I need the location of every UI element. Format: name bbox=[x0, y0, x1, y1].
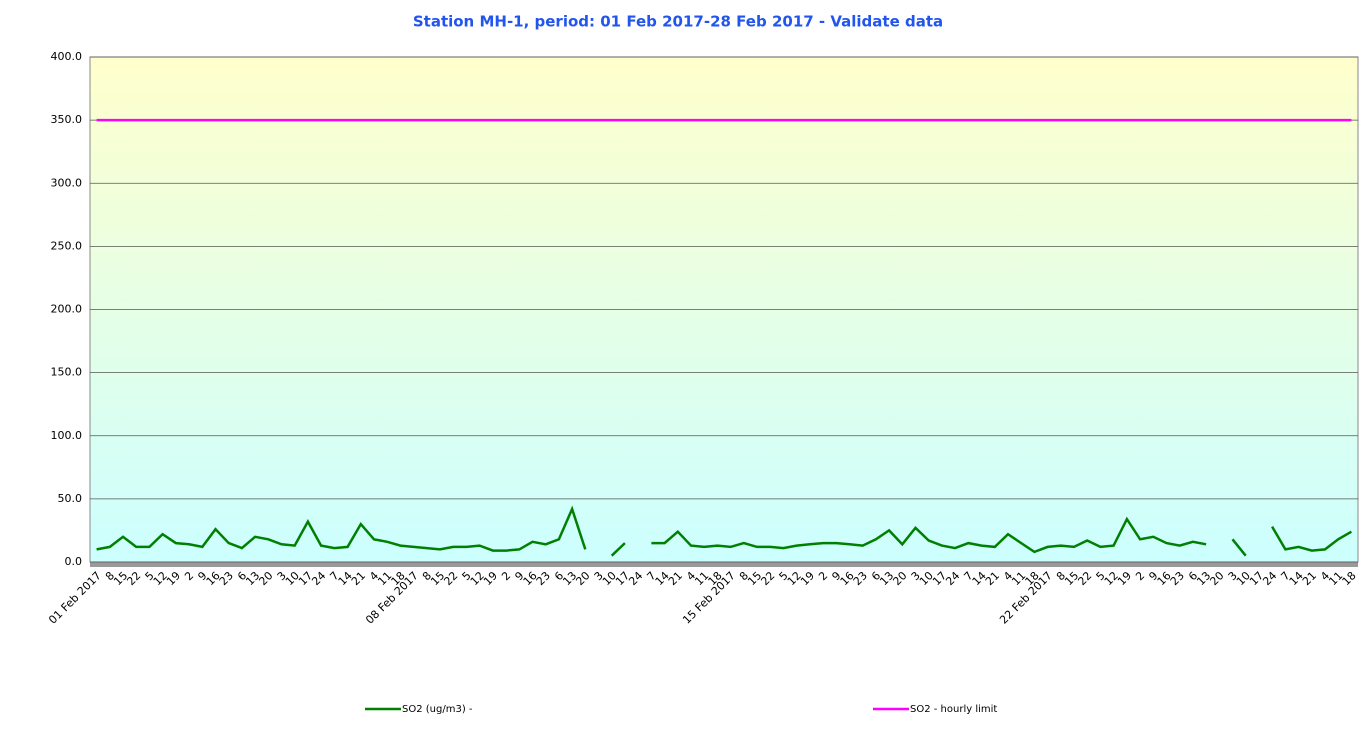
y-tick-label: 50.0 bbox=[58, 492, 83, 505]
x-tick-label: 19 bbox=[798, 569, 817, 588]
x-tick-label: 20 bbox=[256, 569, 275, 588]
x-tick-label: 21 bbox=[983, 569, 1002, 588]
x-tick-label: 01 Feb 2017 bbox=[46, 569, 104, 627]
x-tick-label: 20 bbox=[1207, 569, 1226, 588]
y-tick-label: 0.0 bbox=[65, 555, 83, 568]
y-tick-label: 250.0 bbox=[51, 239, 83, 252]
y-tick-label: 200.0 bbox=[51, 303, 83, 316]
x-tick-label: 24 bbox=[626, 569, 645, 588]
x-tick-label: 22 bbox=[124, 569, 143, 588]
x-tick-label: 23 bbox=[217, 569, 236, 588]
x-axis-band bbox=[90, 562, 1358, 567]
x-tick-label: 2 bbox=[816, 569, 830, 583]
x-tick-label: 21 bbox=[666, 569, 685, 588]
x-tick-label: 20 bbox=[890, 569, 909, 588]
chart-title: Station MH-1, period: 01 Feb 2017-28 Feb… bbox=[413, 13, 943, 31]
x-tick-label: 20 bbox=[573, 569, 592, 588]
x-tick-label: 22 bbox=[758, 569, 777, 588]
x-tick-label: 19 bbox=[164, 569, 183, 588]
x-tick-label: 23 bbox=[1168, 569, 1187, 588]
x-tick-label: 19 bbox=[1115, 569, 1134, 588]
y-tick-label: 100.0 bbox=[51, 429, 83, 442]
y-tick-label: 350.0 bbox=[51, 113, 83, 126]
x-tick-label: 23 bbox=[534, 569, 553, 588]
x-tick-label: 18 bbox=[1340, 569, 1359, 588]
x-tick-label: 22 bbox=[1075, 569, 1094, 588]
y-tick-label: 300.0 bbox=[51, 176, 83, 189]
x-tick-label: 23 bbox=[851, 569, 870, 588]
x-tick-label: 2 bbox=[499, 569, 513, 583]
x-tick-label: 21 bbox=[349, 569, 368, 588]
x-tick-label: 21 bbox=[1300, 569, 1319, 588]
y-tick-label: 400.0 bbox=[51, 50, 83, 63]
legend-box bbox=[0, 672, 1365, 735]
series-line bbox=[96, 505, 1353, 557]
x-tick-label: 2 bbox=[182, 569, 196, 583]
legend-label: SO2 (ug/m3) - bbox=[402, 704, 473, 715]
y-tick-label: 150.0 bbox=[51, 366, 83, 379]
legend-label: SO2 - hourly limit bbox=[910, 704, 997, 715]
x-tick-label: 24 bbox=[1260, 569, 1279, 588]
x-tick-label: 24 bbox=[943, 569, 962, 588]
x-tick-label: 19 bbox=[481, 569, 500, 588]
x-tick-label: 24 bbox=[309, 569, 328, 588]
x-tick-label: 22 bbox=[441, 569, 460, 588]
x-tick-label: 2 bbox=[1133, 569, 1147, 583]
